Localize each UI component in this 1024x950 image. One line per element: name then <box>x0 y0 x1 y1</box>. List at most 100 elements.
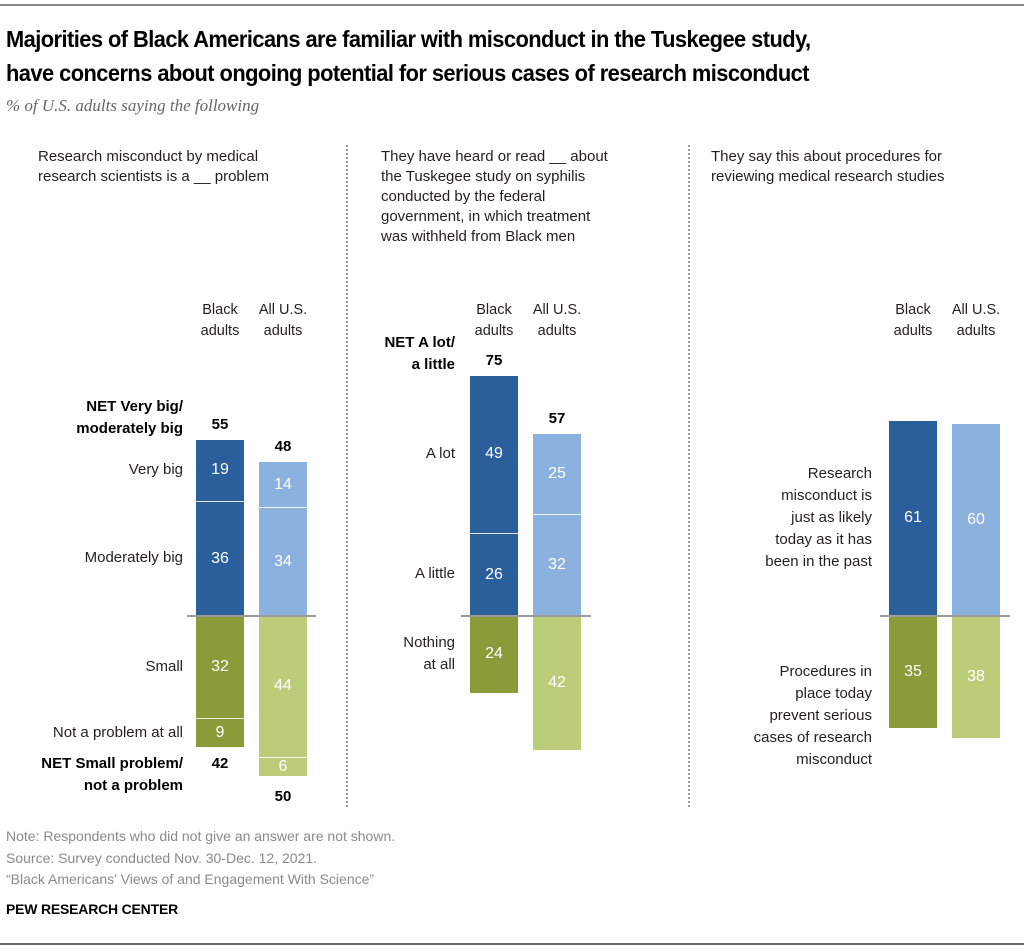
column-header: All U.S. adults <box>946 300 1006 342</box>
segment-label: Not a problem at all <box>0 722 183 744</box>
segment-label: Very big <box>0 459 183 481</box>
segment-label: Nothing at all <box>255 632 455 676</box>
data-label: 24 <box>485 645 503 663</box>
panel-divider <box>688 145 690 807</box>
column-header-line: adults <box>200 323 240 339</box>
net-positive-value: 55 <box>211 416 229 433</box>
column-header-line: Black <box>202 302 238 318</box>
bar-segment-black-negative: 32 <box>196 616 244 719</box>
net-negative-value: 50 <box>274 788 292 805</box>
question-line: reviewing medical research studies <box>711 168 945 185</box>
net-label-line: a little <box>411 356 455 373</box>
data-label: 6 <box>278 757 288 775</box>
column-header-line: adults <box>474 323 514 339</box>
panel-question: Research misconduct by medical research s… <box>38 147 269 187</box>
segment-label-line: misconduct is <box>781 487 872 505</box>
net-positive-label: NET A lot/a little <box>255 332 455 376</box>
segment-label-line: prevent serious <box>769 707 872 724</box>
question-line: conducted by the federal <box>381 188 546 205</box>
net-positive-value: 75 <box>485 352 503 369</box>
bar-segment-all-positive: 25 <box>533 433 581 514</box>
segment-label-line: Not a problem at all <box>52 723 183 741</box>
segment-label-line: at all <box>423 656 455 674</box>
segment-label: Moderately big <box>0 547 183 569</box>
bar-segment-all-positive: 60 <box>952 424 1000 616</box>
net-label-line: NET Very big/ <box>86 398 183 415</box>
net-positive-label: NET Very big/moderately big <box>0 396 183 440</box>
segment-label-line: Very big <box>128 461 183 479</box>
column-header-line: Black <box>895 302 931 318</box>
bar-segment-black-positive: 49 <box>470 376 518 533</box>
segment-label-line: misconduct <box>796 751 872 768</box>
data-label: 61 <box>904 509 922 527</box>
footer-report: “Black Americans’ Views of and Engagemen… <box>6 871 375 887</box>
net-positive-value: 48 <box>274 438 292 456</box>
data-label: 34 <box>274 553 292 571</box>
chart-title: Majorities of Black Americans are famili… <box>6 22 945 90</box>
data-label: 32 <box>211 658 229 676</box>
data-label: 38 <box>967 667 985 685</box>
net-label-line: moderately big <box>76 420 183 437</box>
segment-label: A lot <box>255 443 455 465</box>
data-label: 60 <box>967 511 985 528</box>
segment-label-line: been in the past <box>765 553 872 571</box>
top-rule <box>0 4 1024 6</box>
bar-segment-black-positive: 61 <box>889 420 937 616</box>
zero-baseline <box>187 615 316 617</box>
segment-label-line: Nothing <box>403 634 455 652</box>
bar-segment-black-positive: 26 <box>470 532 518 616</box>
bar-segment-black-negative: 9 <box>196 718 244 748</box>
data-label: 25 <box>548 464 566 482</box>
data-label: 49 <box>485 445 503 463</box>
question-line: They have heard or read __ about <box>381 148 608 165</box>
footer-note: Note: Respondents who did not give an an… <box>6 828 396 844</box>
data-label: 26 <box>485 565 503 583</box>
data-label: 32 <box>548 556 566 574</box>
question-line: government, in which treatment <box>381 208 591 225</box>
panel-question: They say this about procedures for review… <box>711 147 944 187</box>
panel-question: They have heard or read __ about the Tusk… <box>381 147 608 247</box>
data-label: 36 <box>211 549 229 567</box>
bar-segment-black-negative: 35 <box>889 616 937 728</box>
bar-segment-black-positive: 36 <box>196 500 244 616</box>
question-line: was withheld from Black men <box>381 228 576 245</box>
column-header-line: adults <box>263 323 303 339</box>
segment-label: A little <box>255 563 455 585</box>
bar-segment-all-negative: 38 <box>952 616 1000 738</box>
question-line: They say this about procedures for <box>711 148 942 165</box>
net-label-line: NET Small problem/ <box>41 755 183 773</box>
net-label-line: not a problem <box>83 777 183 795</box>
column-header-line: adults <box>956 323 996 339</box>
data-label: 44 <box>274 677 292 695</box>
column-header-line: All U.S. <box>258 302 308 318</box>
bar-segment-black-negative: 24 <box>470 616 518 693</box>
footer-source: Source: Survey conducted Nov. 30-Dec. 12… <box>6 850 318 866</box>
column-header: Black adults <box>883 300 943 342</box>
bottom-rule <box>0 943 1024 945</box>
segment-label-line: place today <box>795 685 872 702</box>
net-label-line: NET A lot/ <box>384 334 455 351</box>
column-header: All U.S. adults <box>527 300 587 342</box>
question-line: the Tuskegee study on syphilis <box>381 168 586 185</box>
title-line-2: have concerns about ongoing potential fo… <box>6 60 810 86</box>
title-line-1: Majorities of Black Americans are famili… <box>6 26 811 52</box>
zero-baseline <box>461 615 591 617</box>
segment-label-line: A little <box>414 565 455 583</box>
bar-segment-black-positive: 19 <box>196 440 244 501</box>
bar-segment-all-positive: 32 <box>533 513 581 616</box>
net-positive-value: 57 <box>548 409 566 427</box>
segment-label-line: just as likely <box>791 509 872 527</box>
question-line: research scientists is a __ problem <box>38 168 269 185</box>
net-negative-value: 42 <box>211 755 229 773</box>
segment-label-line: Research <box>807 465 872 483</box>
chart-subtitle: % of U.S. adults saying the following <box>6 96 260 115</box>
segment-label-line: A lot <box>425 445 455 463</box>
segment-label-line: cases of research <box>753 729 872 746</box>
zero-baseline <box>880 615 1010 617</box>
segment-label: Procedures in place today prevent serious c… <box>672 661 872 771</box>
segment-label-line: Moderately big <box>84 549 183 567</box>
data-label: 19 <box>211 461 229 479</box>
bar-segment-all-positive: 14 <box>259 462 307 508</box>
column-header-line: adults <box>537 323 577 339</box>
data-label: 9 <box>215 724 225 742</box>
